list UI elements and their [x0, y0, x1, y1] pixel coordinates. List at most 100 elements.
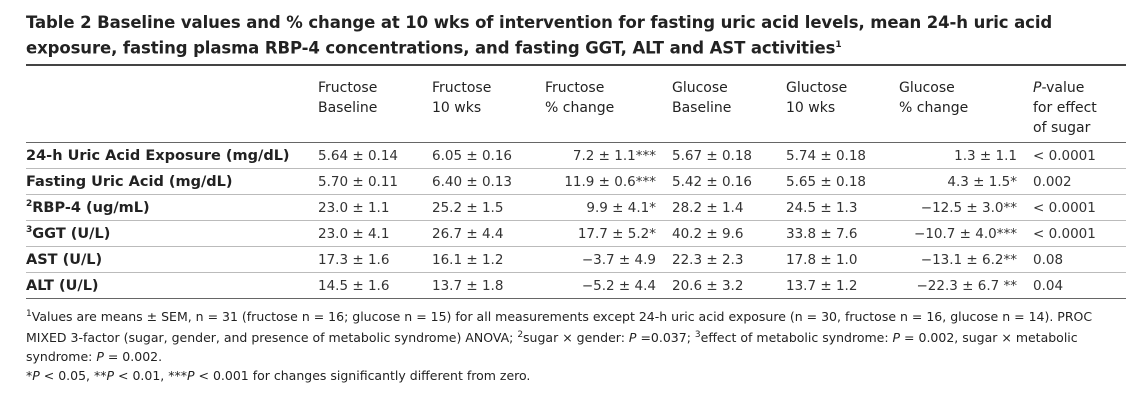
- header-line: Fructose: [432, 79, 492, 96]
- header-row: Fructose Baseline Fructose 10 wks Fructose % …: [26, 65, 1126, 143]
- header-line: Fructose: [545, 79, 605, 96]
- cell: 0.08: [1033, 246, 1126, 273]
- row-label: ALT (U/L): [26, 272, 318, 299]
- cell: 7.2 ± 1.1***: [545, 142, 672, 169]
- title-note: 1: [835, 40, 842, 50]
- row-label: 3GGT (U/L): [26, 220, 318, 247]
- row-label: 24-h Uric Acid Exposure (mg/dL): [26, 142, 318, 169]
- table-body: 24-h Uric Acid Exposure (mg/dL) 5.64 ± 0.…: [26, 142, 1126, 299]
- cell: −22.3 ± 6.7 **: [899, 272, 1033, 299]
- footnote-text: Values are means ± SEM, n = 31 (fructose…: [26, 308, 1093, 345]
- column-header: Glucose % change: [899, 65, 1033, 143]
- table-row: 24-h Uric Acid Exposure (mg/dL) 5.64 ± 0.…: [26, 142, 1126, 169]
- cell: 5.70 ± 0.11: [318, 168, 432, 195]
- header-line: % change: [899, 99, 969, 116]
- cell: < 0.0001: [1033, 194, 1126, 221]
- row-note: 2: [26, 199, 33, 210]
- cell: 14.5 ± 1.6: [318, 272, 432, 299]
- table-figure: Table 2 Baseline values and % change at …: [26, 0, 1126, 385]
- header-line: Fructose: [318, 79, 378, 96]
- header-line: % change: [545, 99, 615, 116]
- header-line: for effect: [1033, 99, 1097, 116]
- cell: −3.7 ± 4.9: [545, 246, 672, 273]
- cell: 5.64 ± 0.14: [318, 142, 432, 169]
- header-line: P-value: [1033, 79, 1085, 96]
- cell: 33.8 ± 7.6: [786, 220, 899, 247]
- cell: −5.2 ± 4.4: [545, 272, 672, 299]
- row-label: 2RBP-4 (ug/mL): [26, 194, 318, 221]
- column-header: Fructose % change: [545, 65, 672, 143]
- cell: 4.3 ± 1.5*: [899, 168, 1033, 195]
- footnote-text: P: [187, 367, 195, 383]
- header-line: 10 wks: [786, 99, 836, 116]
- table-row: 3GGT (U/L) 23.0 ± 4.1 26.7 ± 4.4 17.7 ± 5.2…: [26, 220, 1126, 247]
- footnote-text: = 0.002.: [103, 348, 163, 364]
- cell: 16.1 ± 1.2: [432, 246, 545, 273]
- footnote-text: P: [892, 329, 901, 345]
- row-label-text: GGT (U/L): [32, 225, 111, 242]
- footnote: *P < 0.05, **P < 0.01, ***P < 0.001 for …: [26, 366, 1116, 385]
- footnote-text: < 0.05, **: [39, 367, 107, 383]
- footnote-text: 1: [26, 308, 32, 319]
- row-label-text: AST (U/L): [26, 251, 103, 268]
- header-line: of sugar: [1033, 119, 1091, 136]
- row-label: Fasting Uric Acid (mg/dL): [26, 168, 318, 195]
- cell: 26.7 ± 4.4: [432, 220, 545, 247]
- column-header: P-value for effect of sugar: [1033, 65, 1126, 143]
- cell: 28.2 ± 1.4: [672, 194, 786, 221]
- footnote-text: 2: [517, 329, 524, 340]
- table-row: 2RBP-4 (ug/mL) 23.0 ± 1.1 25.2 ± 1.5 9.9 ± …: [26, 194, 1126, 221]
- cell: 13.7 ± 1.8: [432, 272, 545, 299]
- table-row: Fasting Uric Acid (mg/dL) 5.70 ± 0.11 6.40…: [26, 168, 1126, 195]
- cell: 17.7 ± 5.2*: [545, 220, 672, 247]
- footnote: 1Values are means ± SEM, n = 31 (fructos…: [26, 305, 1116, 366]
- footnote-text: P: [628, 329, 637, 345]
- cell: 24.5 ± 1.3: [786, 194, 899, 221]
- column-header: Fructose Baseline: [318, 65, 432, 143]
- footnote-text: *: [26, 367, 33, 383]
- cell: 13.7 ± 1.2: [786, 272, 899, 299]
- cell: 0.002: [1033, 168, 1126, 195]
- title-text: Table 2 Baseline values and % change at …: [26, 13, 1053, 58]
- row-label-text: ALT (U/L): [26, 277, 99, 294]
- cell: 1.3 ± 1.1: [899, 142, 1033, 169]
- cell: 25.2 ± 1.5: [432, 194, 545, 221]
- row-label-text: 24-h Uric Acid Exposure (mg/dL): [26, 147, 290, 164]
- header-line: Gluctose: [786, 79, 848, 96]
- footnote-text: < 0.001 for changes significantly differ…: [194, 367, 531, 383]
- row-label: AST (U/L): [26, 246, 318, 273]
- cell: 22.3 ± 2.3: [672, 246, 786, 273]
- cell: 17.3 ± 1.6: [318, 246, 432, 273]
- cell: < 0.0001: [1033, 220, 1126, 247]
- cell: 23.0 ± 4.1: [318, 220, 432, 247]
- footnote-text: P: [106, 367, 115, 383]
- table-title: Table 2 Baseline values and % change at …: [26, 12, 1126, 66]
- cell: < 0.0001: [1033, 142, 1126, 169]
- cell: 11.9 ± 0.6***: [545, 168, 672, 195]
- row-note: 3: [26, 225, 33, 236]
- footnote-text: < 0.01, ***: [114, 367, 187, 383]
- table-row: ALT (U/L) 14.5 ± 1.6 13.7 ± 1.8 −5.2 ± 4.4 2…: [26, 272, 1126, 299]
- cell: 6.05 ± 0.16: [432, 142, 545, 169]
- footnote-text: P: [32, 367, 40, 383]
- cell: 23.0 ± 1.1: [318, 194, 432, 221]
- cell: 0.04: [1033, 272, 1126, 299]
- cell: 9.9 ± 4.1*: [545, 194, 672, 221]
- cell: −12.5 ± 3.0**: [899, 194, 1033, 221]
- column-header: Fructose 10 wks: [432, 65, 545, 143]
- cell: 5.42 ± 0.16: [672, 168, 786, 195]
- cell: 17.8 ± 1.0: [786, 246, 899, 273]
- header-line: Glucose: [899, 79, 955, 96]
- header-line: Baseline: [672, 99, 732, 116]
- data-table: Fructose Baseline Fructose 10 wks Fructose % …: [26, 65, 1126, 299]
- cell: 5.65 ± 0.18: [786, 168, 899, 195]
- header-line: 10 wks: [432, 99, 482, 116]
- cell: 40.2 ± 9.6: [672, 220, 786, 247]
- column-header: Glucose Baseline: [672, 65, 786, 143]
- cell: 6.40 ± 0.13: [432, 168, 545, 195]
- footnote-text: effect of metabolic syndrome:: [700, 329, 893, 345]
- header-line: Baseline: [318, 99, 378, 116]
- cell: −13.1 ± 6.2**: [899, 246, 1033, 273]
- footnotes: 1Values are means ± SEM, n = 31 (fructos…: [26, 299, 1116, 385]
- column-header: Gluctose 10 wks: [786, 65, 899, 143]
